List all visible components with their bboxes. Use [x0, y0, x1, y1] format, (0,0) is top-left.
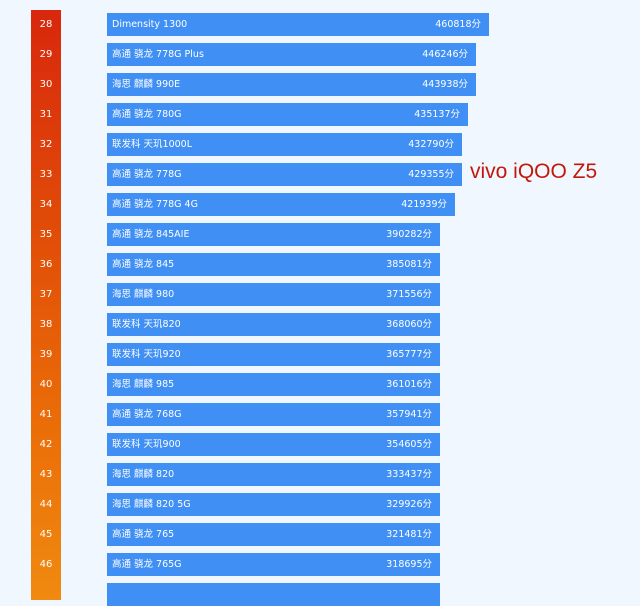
- rank-number: 31: [39, 109, 53, 120]
- rank-number: 30: [39, 79, 53, 90]
- rank-number: 45: [39, 529, 53, 540]
- chip-score: 333437分: [386, 469, 432, 480]
- chip-score-bar: 高通 骁龙 778G 4G 421939分: [107, 193, 455, 216]
- chip-score-bar: 联发科 天玑820 368060分: [107, 313, 440, 336]
- rank-number: 32: [39, 139, 53, 150]
- rank-column: [31, 10, 61, 600]
- chip-score: 361016分: [386, 379, 432, 390]
- chip-score: 390282分: [386, 229, 432, 240]
- chip-name: 海思 麒麟 820: [112, 469, 175, 480]
- chip-name: 联发科 天玑920: [112, 349, 181, 360]
- rank-number: 28: [39, 19, 53, 30]
- chip-score: 385081分: [386, 259, 432, 270]
- rank-number: 40: [39, 379, 53, 390]
- chip-score-bar: 海思 麒麟 985 361016分: [107, 373, 440, 396]
- chip-score-bar: 联发科 天玑920 365777分: [107, 343, 440, 366]
- chip-name: 高通 骁龙 845: [112, 259, 175, 270]
- chip-score-bar: 高通 骁龙 768G 357941分: [107, 403, 440, 426]
- chip-name: 海思 麒麟 980: [112, 289, 175, 300]
- chip-score: 371556分: [386, 289, 432, 300]
- chip-score: 421939分: [401, 199, 447, 210]
- chip-name: 联发科 天玑820: [112, 319, 181, 330]
- chip-score-bar: 高通 骁龙 780G 435137分: [107, 103, 468, 126]
- chip-name: 高通 骁龙 778G 4G: [112, 199, 198, 210]
- chip-score-bar: 高通 骁龙 778G 429355分: [107, 163, 462, 186]
- chip-name: 海思 麒麟 985: [112, 379, 175, 390]
- chip-name: 高通 骁龙 765G: [112, 559, 182, 570]
- rank-number: 42: [39, 439, 53, 450]
- chip-score-bar: 高通 骁龙 765G 318695分: [107, 553, 440, 576]
- chip-score-bar: 高通 骁龙 845 385081分: [107, 253, 440, 276]
- chip-score-bar: 联发科 天玑1000L 432790分: [107, 133, 462, 156]
- chip-score-bar: 海思 麒麟 980 371556分: [107, 283, 440, 306]
- rank-number: 41: [39, 409, 53, 420]
- chip-score-bar: 海思 麒麟 990E 443938分: [107, 73, 476, 96]
- chip-score: 357941分: [386, 409, 432, 420]
- chip-score: 365777分: [386, 349, 432, 360]
- chip-score-bar: 高通 骁龙 765 321481分: [107, 523, 440, 546]
- chip-score-bar: 高通 骁龙 845AIE 390282分: [107, 223, 440, 246]
- chip-name: 高通 骁龙 768G: [112, 409, 182, 420]
- rank-number: 37: [39, 289, 53, 300]
- rank-number: 34: [39, 199, 53, 210]
- rank-number: 36: [39, 259, 53, 270]
- rank-number: 33: [39, 169, 53, 180]
- chip-name: 高通 骁龙 780G: [112, 109, 182, 120]
- chip-score-bar: 联发科 天玑900 354605分: [107, 433, 440, 456]
- chip-score: 446246分: [422, 49, 468, 60]
- chip-score: 329926分: [386, 499, 432, 510]
- chip-name: 联发科 天玑900: [112, 439, 181, 450]
- chip-score-bar: Dimensity 1300 460818分: [107, 13, 489, 36]
- chip-score-bar: 海思 麒麟 820 5G 329926分: [107, 493, 440, 516]
- chip-score: 429355分: [408, 169, 454, 180]
- chip-score: 368060分: [386, 319, 432, 330]
- chip-score: 321481分: [386, 529, 432, 540]
- chip-score: 460818分: [435, 19, 481, 30]
- chip-score: 443938分: [422, 79, 468, 90]
- chip-score: 354605分: [386, 439, 432, 450]
- rank-number: 44: [39, 499, 53, 510]
- rank-number: 38: [39, 319, 53, 330]
- chip-name: 海思 麒麟 990E: [112, 79, 181, 90]
- rank-number: 39: [39, 349, 53, 360]
- device-annotation: vivo iQOO Z5: [470, 160, 598, 183]
- chip-score: 432790分: [408, 139, 454, 150]
- rank-number: 46: [39, 559, 53, 570]
- chip-name: 高通 骁龙 778G: [112, 169, 182, 180]
- chip-name: 高通 骁龙 765: [112, 529, 175, 540]
- chip-name: Dimensity 1300: [112, 19, 188, 30]
- chip-score: 435137分: [414, 109, 460, 120]
- rank-number: 43: [39, 469, 53, 480]
- chip-name: 高通 骁龙 845AIE: [112, 229, 190, 240]
- chip-score-bar: 高通 骁龙 778G Plus 446246分: [107, 43, 476, 66]
- partial-next-bar: [107, 583, 440, 606]
- chip-name: 海思 麒麟 820 5G: [112, 499, 191, 510]
- rank-number: 35: [39, 229, 53, 240]
- chip-score: 318695分: [386, 559, 432, 570]
- chip-name: 联发科 天玑1000L: [112, 139, 192, 150]
- rank-number: 29: [39, 49, 53, 60]
- chip-name: 高通 骁龙 778G Plus: [112, 49, 204, 60]
- chip-score-bar: 海思 麒麟 820 333437分: [107, 463, 440, 486]
